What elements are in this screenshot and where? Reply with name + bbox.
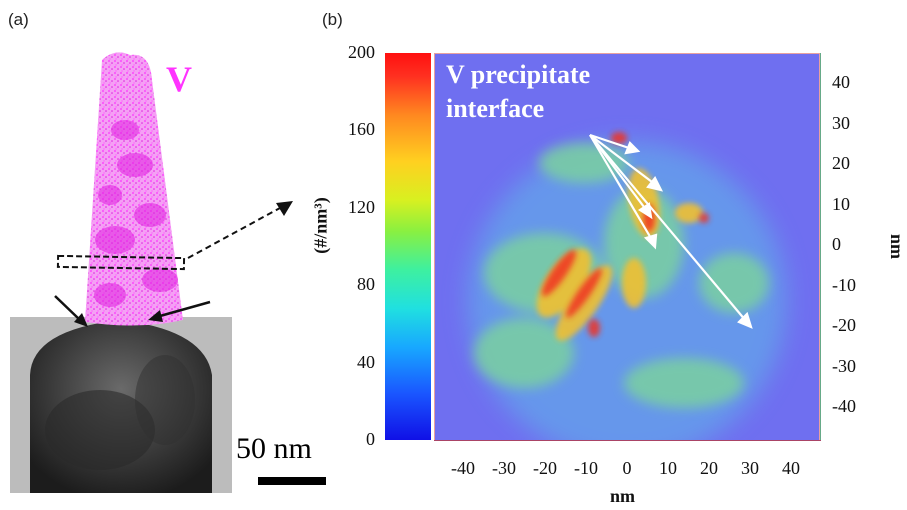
x-tick-label: 10 bbox=[659, 458, 677, 478]
x-tick-label: -30 bbox=[492, 458, 516, 478]
x-tick-label: 20 bbox=[700, 458, 718, 478]
y-tick-label: 10 bbox=[832, 193, 850, 214]
panel-a-label: (a) bbox=[8, 10, 29, 29]
colorbar bbox=[385, 53, 431, 440]
colorbar-tick-label: 200 bbox=[348, 42, 375, 62]
right-axis-line bbox=[820, 53, 821, 441]
y-tick-label: 0 bbox=[832, 234, 841, 254]
interface-arrows bbox=[589, 133, 753, 329]
slice-selection-box bbox=[56, 254, 186, 271]
colorbar-title: (#/nm³) bbox=[310, 197, 331, 254]
y-tick-label: 40 bbox=[832, 72, 850, 92]
colorbar-tick-label: 40 bbox=[357, 351, 375, 372]
x-tick-label: 0 bbox=[622, 458, 632, 478]
y-tick-label: -10 bbox=[832, 274, 856, 295]
x-tick-label: 40 bbox=[782, 458, 800, 478]
annotation-line-1: V precipitate bbox=[446, 60, 591, 89]
y-axis-label: nm bbox=[887, 233, 907, 260]
y-tick-label: -20 bbox=[832, 315, 856, 335]
x-tick-label: -10 bbox=[574, 458, 598, 478]
concentration-map bbox=[434, 53, 820, 441]
y-tick-label: -30 bbox=[832, 355, 856, 376]
scale-bar bbox=[258, 477, 326, 485]
interface-arrow-left bbox=[54, 295, 81, 321]
panel-b-label: (b) bbox=[322, 10, 343, 29]
colorbar-tick-label: 120 bbox=[348, 196, 375, 217]
colorbar-tick-label: 80 bbox=[357, 274, 375, 295]
x-tick-label: -40 bbox=[451, 458, 475, 478]
scale-bar-label: 50 nm bbox=[236, 432, 312, 465]
y-tick-label: -40 bbox=[832, 396, 856, 416]
y-tick-label: 20 bbox=[832, 153, 850, 173]
interface-arrow-right bbox=[159, 300, 211, 318]
colorbar-tick-label: 160 bbox=[348, 119, 375, 140]
x-tick-label: 30 bbox=[741, 458, 759, 478]
y-tick-label: 30 bbox=[832, 112, 850, 133]
annotation-line-2: interface bbox=[446, 94, 545, 123]
element-label: V bbox=[166, 59, 192, 99]
colorbar-tick-label: 0 bbox=[366, 429, 375, 449]
slice-arrow bbox=[187, 207, 281, 259]
x-tick-label: -20 bbox=[533, 458, 557, 478]
apt-reconstruction bbox=[10, 52, 326, 493]
x-axis-label: nm bbox=[610, 486, 636, 506]
bottom-axis-line bbox=[434, 440, 821, 441]
